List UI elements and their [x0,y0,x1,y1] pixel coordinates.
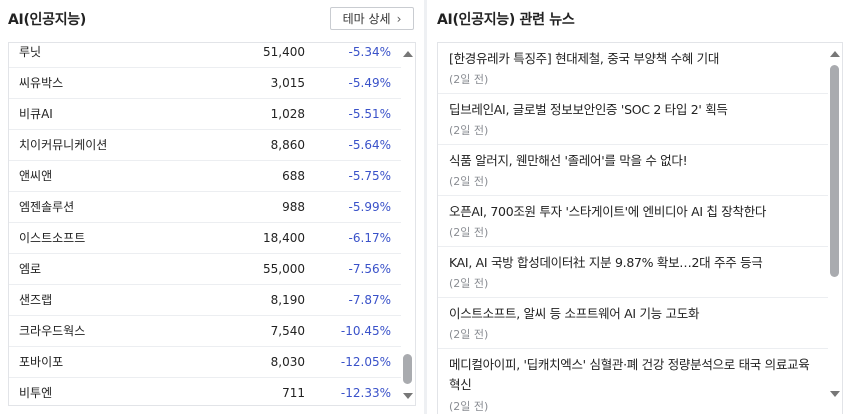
news-list-scrollbar[interactable] [828,43,842,414]
news-title-continued[interactable]: 혁신 [449,377,472,392]
news-title[interactable]: 이스트소프트, 알씨 등 소프트웨어 AI 기능 고도화 [449,306,700,321]
stock-change-rate: -5.75% [348,169,391,183]
stock-price: 8,030 [270,355,305,369]
stock-price: 3,015 [270,76,305,90]
theme-title: AI(인공지능) [8,12,86,28]
stock-name[interactable]: 씨유박스 [19,76,64,90]
stock-change-rate: -5.51% [348,107,391,121]
news-title[interactable]: 오픈AI, 700조원 투자 '스타게이트'에 엔비디아 AI 칩 장착한다 [449,204,767,219]
scroll-up-arrow-icon[interactable] [830,51,840,57]
table-row[interactable]: 크라우드웍스 7,540 -10.45% [9,316,401,347]
stock-table: 루닛 51,400 -5.34% 씨유박스 3,015 -5.49% 비큐AI … [8,42,416,406]
stock-change-rate: -5.99% [348,200,391,214]
news-section-title: AI(인공지능) 관련 뉴스 [437,12,575,28]
table-row[interactable]: 엠젠솔루션 988 -5.99% [9,192,401,223]
news-item[interactable]: 이스트소프트, 알씨 등 소프트웨어 AI 기능 고도화 (2일 전) [438,298,828,349]
theme-stocks-panel: AI(인공지능) 테마 상세 › 루닛 51,400 -5.34% 씨유박스 3… [0,0,424,414]
table-row[interactable]: 비투엔 711 -12.33% [9,378,401,405]
table-row[interactable]: 앤씨앤 688 -5.75% [9,161,401,192]
news-title[interactable]: 딥브레인AI, 글로벌 정보보안인증 'SOC 2 타입 2' 획득 [449,102,728,117]
stock-name[interactable]: 비투엔 [19,386,53,400]
stock-price: 988 [282,200,305,214]
theme-detail-button[interactable]: 테마 상세 › [330,7,414,30]
stock-name[interactable]: 치이커뮤니케이션 [19,138,108,152]
stock-price: 688 [282,169,305,183]
stock-price: 18,400 [263,231,305,245]
news-item[interactable]: KAI, AI 국방 합성데이터社 지분 9.87% 확보…2대 주주 등극 (… [438,247,828,298]
theme-news-panel: AI(인공지능) 관련 뉴스 [한경유레카 특징주] 현대제철, 중국 부양책 … [427,0,854,414]
stock-change-rate: -5.64% [348,138,391,152]
stock-name[interactable]: 포바이포 [19,355,64,369]
news-title[interactable]: [한경유레카 특징주] 현대제철, 중국 부양책 수혜 기대 [449,51,720,66]
stock-name[interactable]: 엠젠솔루션 [19,200,75,214]
news-title[interactable]: 메디컬아이피, '딥캐치엑스' 심혈관·폐 건강 정량분석으로 태국 의료교육 [449,357,810,372]
news-time: (2일 전) [449,328,489,341]
stock-name[interactable]: 앤씨앤 [19,169,53,183]
news-title[interactable]: 식품 알러지, 웬만해선 '졸레어'를 막을 수 없다! [449,153,688,168]
stock-name[interactable]: 샌즈랩 [19,293,53,307]
stock-change-rate: -10.45% [340,324,391,338]
table-row[interactable]: 씨유박스 3,015 -5.49% [9,68,401,99]
stock-change-rate: -5.49% [348,76,391,90]
news-item[interactable]: 메디컬아이피, '딥캐치엑스' 심혈관·폐 건강 정량분석으로 태국 의료교육 … [438,349,828,414]
stock-price: 1,028 [270,107,305,121]
chevron-right-icon: › [396,11,402,26]
news-time: (2일 전) [449,124,489,137]
stock-change-rate: -6.17% [348,231,391,245]
stock-table-scrollbar[interactable] [401,43,415,405]
table-row[interactable]: 비큐AI 1,028 -5.51% [9,99,401,130]
table-row[interactable]: 루닛 51,400 -5.34% [9,43,401,68]
stock-price: 7,540 [270,324,305,338]
table-row[interactable]: 치이커뮤니케이션 8,860 -5.64% [9,130,401,161]
table-row[interactable]: 포바이포 8,030 -12.05% [9,347,401,378]
scroll-thumb[interactable] [830,65,839,277]
stock-change-rate: -5.34% [348,45,391,59]
news-item[interactable]: [한경유레카 특징주] 현대제철, 중국 부양책 수혜 기대 (2일 전) [438,43,828,94]
table-row[interactable]: 샌즈랩 8,190 -7.87% [9,285,401,316]
news-time: (2일 전) [449,175,489,188]
news-title[interactable]: KAI, AI 국방 합성데이터社 지분 9.87% 확보…2대 주주 등극 [449,255,763,270]
news-item[interactable]: 딥브레인AI, 글로벌 정보보안인증 'SOC 2 타입 2' 획득 (2일 전… [438,94,828,145]
stock-price: 51,400 [263,45,305,59]
scroll-up-arrow-icon[interactable] [403,51,413,57]
news-list: [한경유레카 특징주] 현대제철, 중국 부양책 수혜 기대 (2일 전) 딥브… [437,42,843,414]
news-time: (2일 전) [449,277,489,290]
news-time: (2일 전) [449,73,489,86]
stock-name[interactable]: 크라우드웍스 [19,324,86,338]
stock-price: 711 [282,386,305,400]
table-row[interactable]: 이스트소프트 18,400 -6.17% [9,223,401,254]
news-time: (2일 전) [449,400,489,413]
stock-change-rate: -12.33% [340,386,391,400]
stock-change-rate: -7.87% [348,293,391,307]
news-item[interactable]: 오픈AI, 700조원 투자 '스타게이트'에 엔비디아 AI 칩 장착한다 (… [438,196,828,247]
stock-name[interactable]: 비큐AI [19,107,53,121]
stock-price: 8,860 [270,138,305,152]
news-time: (2일 전) [449,226,489,239]
stock-change-rate: -12.05% [340,355,391,369]
stock-name[interactable]: 엠로 [19,262,42,276]
stock-price: 55,000 [263,262,305,276]
theme-detail-label: 테마 상세 [342,12,391,26]
table-row[interactable]: 엠로 55,000 -7.56% [9,254,401,285]
stock-change-rate: -7.56% [348,262,391,276]
stock-price: 8,190 [270,293,305,307]
scroll-down-arrow-icon[interactable] [403,393,413,399]
scroll-down-arrow-icon[interactable] [830,391,840,397]
stock-name[interactable]: 루닛 [19,45,42,59]
scroll-thumb[interactable] [403,354,412,384]
news-item[interactable]: 식품 알러지, 웬만해선 '졸레어'를 막을 수 없다! (2일 전) [438,145,828,196]
stock-name[interactable]: 이스트소프트 [19,231,86,245]
